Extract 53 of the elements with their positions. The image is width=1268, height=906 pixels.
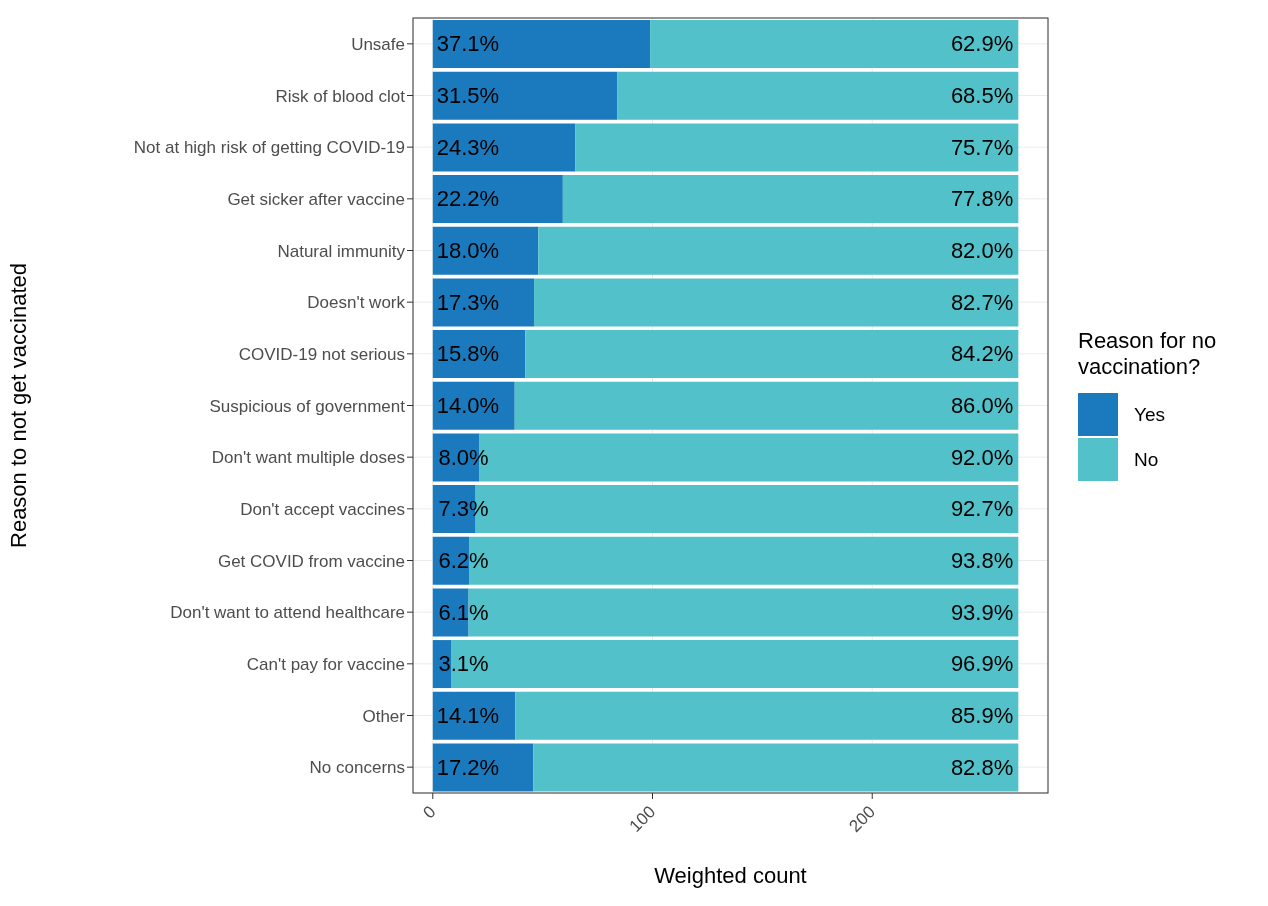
annotation: 62.9%: [950, 31, 1014, 57]
annotation: 8.0%: [438, 444, 489, 470]
annotation: 84.2%: [950, 341, 1014, 367]
y-tick-label: Suspicious of government: [209, 396, 406, 416]
annotation: 17.3%: [436, 289, 500, 315]
legend-label: Yes: [1134, 403, 1165, 426]
y-tick-label: Get sicker after vaccine: [227, 189, 405, 209]
annotation: 15.8%: [436, 341, 500, 367]
annotation: 37.1%: [436, 31, 500, 57]
annotation: 6.1%: [438, 599, 489, 625]
annotation: 82.8%: [950, 754, 1014, 780]
annotation: 18.0%: [436, 238, 500, 263]
legend-label: No: [1134, 448, 1159, 471]
annotation: 3.1%: [438, 651, 489, 677]
y-tick-label: Not at high risk of getting COVID-19: [133, 138, 405, 158]
annotation: 82.7%: [950, 289, 1014, 315]
y-tick-label: Can't pay for vaccine: [246, 654, 405, 674]
y-tick-label: Don't want multiple doses: [211, 448, 405, 468]
annotation: 93.8%: [950, 548, 1014, 573]
x-tick-label: 0: [419, 802, 440, 823]
annotation: 24.3%: [436, 134, 500, 160]
annotation: 85.9%: [950, 703, 1014, 728]
y-axis-title: Reason to not get vaccinated: [5, 263, 31, 548]
annotation: 68.5%: [950, 83, 1014, 108]
annotation: 22.2%: [436, 186, 500, 212]
y-tick-label: No concerns: [309, 758, 405, 778]
y-tick-label: Natural immunity: [277, 241, 406, 261]
annotation: 92.7%: [950, 496, 1014, 522]
annotation: 92.0%: [950, 444, 1014, 470]
y-tick-label: Don't want to attend healthcare: [170, 603, 405, 623]
annotation: 17.2%: [436, 754, 500, 780]
y-tick-label: Risk of blood clot: [275, 86, 406, 106]
x-tick-label: 100: [625, 802, 660, 836]
annotation: 96.9%: [950, 651, 1014, 677]
y-tick-label: Other: [362, 706, 406, 726]
annotation: 82.0%: [950, 238, 1014, 263]
annotation: 93.9%: [950, 599, 1014, 625]
annotation: 14.0%: [436, 393, 500, 418]
annotation: 14.1%: [436, 703, 500, 728]
y-tick-label: Unsafe: [351, 34, 405, 54]
y-tick-label: Don't accept vaccines: [240, 499, 405, 519]
annotation: 75.7%: [950, 134, 1014, 160]
annotation: 6.2%: [438, 548, 489, 573]
y-tick-label: Get COVID from vaccine: [217, 551, 405, 571]
annotation: 86.0%: [950, 393, 1014, 418]
y-tick-label: Doesn't work: [307, 293, 406, 313]
annotation: 31.5%: [436, 83, 500, 108]
x-axis-title: Weighted count: [654, 863, 807, 888]
y-tick-label: COVID-19 not serious: [238, 344, 405, 364]
legend-title: Reason for no vaccination?: [1078, 328, 1218, 380]
annotation: 7.3%: [438, 496, 489, 522]
annotation: 77.8%: [950, 186, 1014, 212]
x-tick-label: 200: [845, 802, 879, 836]
